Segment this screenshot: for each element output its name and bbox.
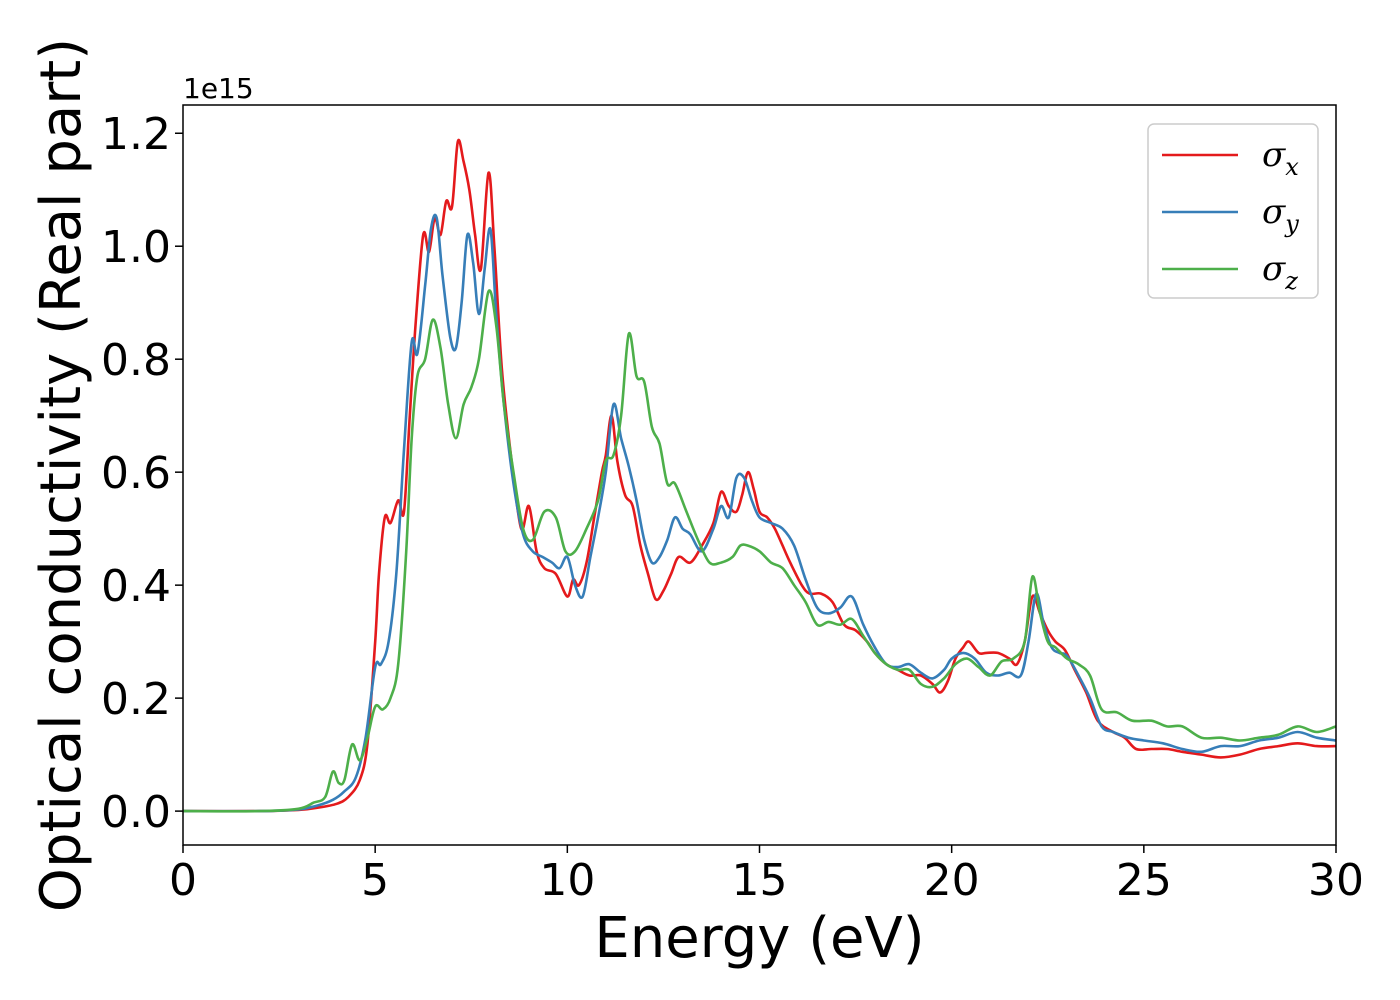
legend-label-sigma-z: σz <box>1262 249 1298 295</box>
x-axis-ticks: 0 5 10 15 20 25 30 <box>169 845 1364 906</box>
x-tick-label: 5 <box>361 855 389 906</box>
x-tick-label: 10 <box>539 855 595 906</box>
series-line-sigma-z <box>183 289 1336 813</box>
x-tick-label: 20 <box>924 855 980 906</box>
y-tick-label: 0.0 <box>101 787 171 838</box>
y-tick-label: 0.6 <box>101 448 171 499</box>
x-tick-label: 25 <box>1116 855 1172 906</box>
y-axis-ticks: 0.0 0.2 0.4 0.6 0.8 1.0 1.2 <box>101 109 183 838</box>
y-tick-label: 1.0 <box>101 222 171 273</box>
series-line-sigma-x <box>183 138 1336 813</box>
x-tick-label: 30 <box>1308 855 1364 906</box>
x-tick-label: 0 <box>169 855 197 906</box>
y-axis-label: Optical conductivity (Real part) <box>29 38 94 912</box>
y-tick-label: 0.8 <box>101 335 171 386</box>
x-axis-label: Energy (eV) <box>594 906 924 971</box>
y-tick-label: 1.2 <box>101 109 171 160</box>
series-line-sigma-y <box>183 213 1336 813</box>
x-tick-label: 15 <box>732 855 788 906</box>
y-tick-label: 0.4 <box>101 561 171 612</box>
y-tick-label: 0.2 <box>101 674 171 725</box>
y-offset-label: 1e15 <box>183 72 254 105</box>
series-layer <box>183 138 1336 813</box>
